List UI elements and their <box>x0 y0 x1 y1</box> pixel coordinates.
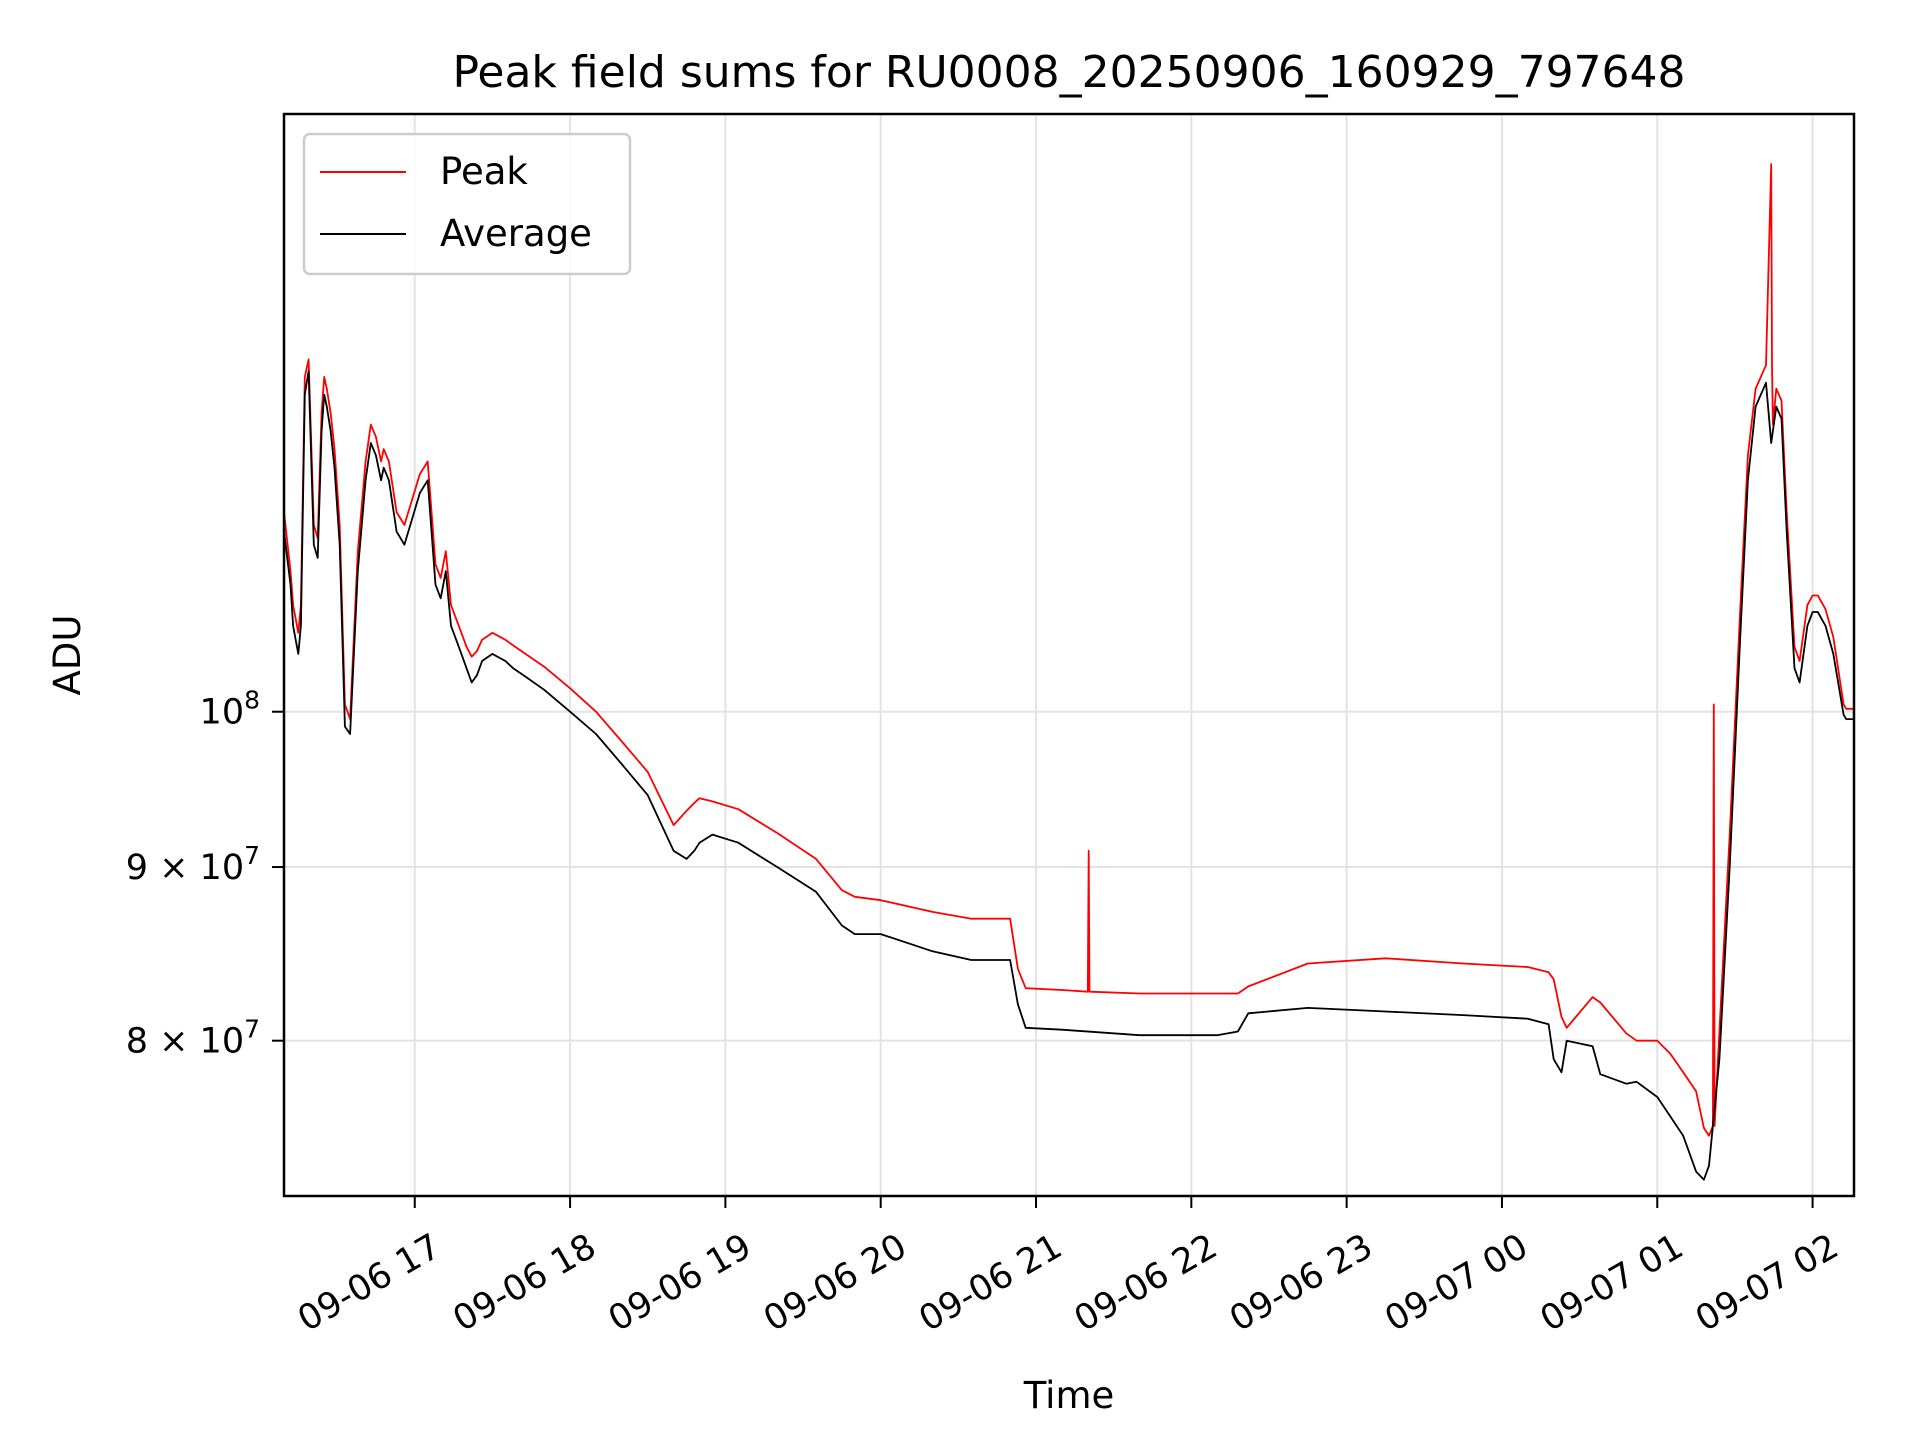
x-tick-label: 09-06 21 <box>913 1227 1069 1340</box>
x-tick-label: 09-06 19 <box>602 1227 758 1340</box>
y-tick-label: 108 <box>200 686 260 733</box>
legend: Peak Average <box>302 132 632 276</box>
grid-lines <box>284 114 1854 1196</box>
chart-title: Peak field sums for RU0008_20250906_1609… <box>452 47 1685 98</box>
x-axis-ticks: 09-06 17 09-06 18 09-06 19 09-06 20 09-06 21… <box>291 1196 1845 1340</box>
x-tick-label: 09-06 22 <box>1068 1227 1224 1340</box>
plot-frame <box>282 112 1856 1198</box>
series-line-average <box>284 370 1854 1181</box>
x-tick-label: 09-06 18 <box>447 1227 603 1340</box>
x-tick-label: 09-06 20 <box>757 1227 913 1340</box>
series-layer <box>284 163 1854 1181</box>
series-line-peak <box>284 163 1854 1137</box>
x-tick-label: 09-07 00 <box>1379 1227 1535 1340</box>
legend-label-average: Average <box>440 212 592 255</box>
x-tick-label: 09-07 02 <box>1689 1227 1845 1340</box>
x-axis-label: Time <box>1023 1374 1115 1417</box>
x-tick-label: 09-07 01 <box>1534 1227 1690 1340</box>
y-tick-label: 9 × 107 <box>126 841 260 888</box>
legend-box <box>302 132 632 276</box>
y-axis-label: ADU <box>46 615 89 696</box>
y-tick-label: 8 × 107 <box>126 1015 260 1062</box>
x-tick-label: 09-06 17 <box>291 1227 447 1340</box>
y-axis-ticks: 8 × 107 9 × 107 108 <box>126 686 284 1062</box>
legend-label-peak: Peak <box>440 150 528 193</box>
x-tick-label: 09-06 23 <box>1223 1227 1379 1340</box>
